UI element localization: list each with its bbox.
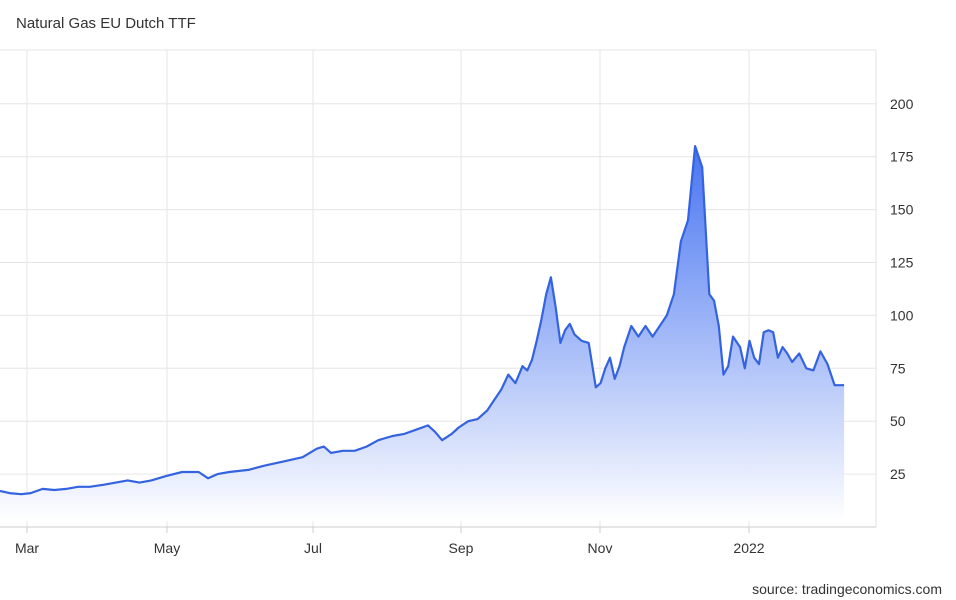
y-tick-label: 125 [890,255,914,271]
series-line [0,145,845,496]
tick-labels: 25 50 75 100 125 150 175 200 Mar May Jul Sep Nov 2022 [15,96,914,556]
x-tick-label: May [154,540,180,556]
x-tick-label: Mar [15,540,39,556]
x-tick-label: Jul [304,540,322,556]
x-tick-label: 2022 [733,540,764,556]
y-tick-label: 50 [890,413,906,429]
y-tick-label: 200 [890,96,914,112]
x-tick-label: Nov [588,540,613,556]
series-area [0,146,845,521]
axes [0,50,877,533]
y-tick-label: 100 [890,307,914,323]
source-label: source: tradingeconomics.com [752,581,942,597]
y-tick-label: 150 [890,202,914,218]
chart-title: Natural Gas EU Dutch TTF [16,15,196,32]
x-tick-label: Sep [449,540,474,556]
y-tick-label: 75 [890,360,906,376]
y-tick-label: 25 [890,466,906,482]
y-tick-label: 175 [890,149,914,165]
